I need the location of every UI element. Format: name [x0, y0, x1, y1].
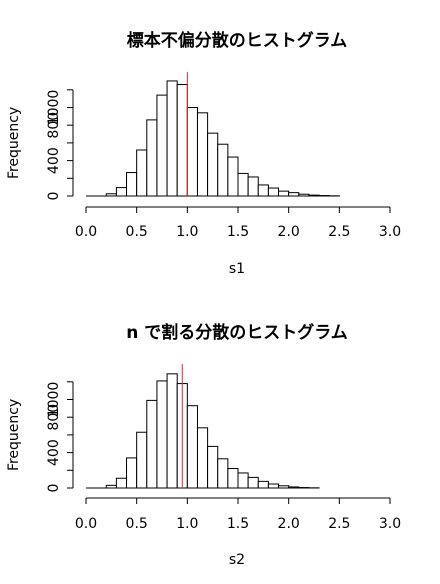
histogram-bar — [217, 458, 229, 489]
histogram-bar — [207, 132, 219, 197]
histogram-bar — [278, 190, 290, 197]
x-tick-label: 2.0 — [278, 516, 300, 532]
x-tick-label: 1.0 — [176, 516, 198, 532]
x-tick-label: 1.0 — [176, 224, 198, 240]
chart-title-text: で割る分散のヒストグラム — [138, 322, 347, 343]
histogram-bar — [186, 405, 198, 489]
histogram-bar — [237, 472, 249, 489]
histogram-bar — [247, 176, 259, 197]
chart-title-variable: n — [126, 323, 138, 343]
chart-title: 標本不偏分散のヒストグラム — [127, 30, 348, 51]
histogram-bar — [146, 399, 158, 489]
y-tick-label: 0 — [46, 484, 62, 493]
x-tick-label: 1.5 — [227, 224, 249, 240]
y-axis-label: Frequency — [6, 107, 22, 179]
histogram-bar — [237, 172, 249, 197]
y-tick-label: 400 — [46, 147, 62, 174]
y-tick-label: 1000 — [46, 382, 62, 418]
y-tick-label: 800 — [46, 404, 62, 431]
histogram-bar — [166, 80, 178, 197]
x-axis: 0.0 0.5 1.0 1.5 2.0 2.5 3.0 — [75, 206, 401, 240]
x-axis-label: s1 — [229, 261, 245, 277]
histogram-bar — [156, 380, 168, 489]
histogram-bar — [288, 192, 300, 197]
histogram-bar — [227, 156, 239, 197]
histogram-bar — [257, 184, 269, 197]
histogram-bar — [176, 83, 188, 197]
histogram-bar — [166, 373, 178, 489]
y-axis-label: Frequency — [6, 399, 22, 471]
x-tick-label: 2.5 — [328, 516, 350, 532]
x-tick-label: 2.5 — [328, 224, 350, 240]
histogram-bar — [156, 94, 168, 197]
histogram-bar — [257, 480, 269, 489]
y-tick-label: 0 — [46, 192, 62, 201]
histogram-bar — [196, 427, 209, 489]
histogram-bar — [126, 172, 138, 197]
x-axis-label: s2 — [229, 552, 245, 568]
histogram-bar — [227, 468, 239, 489]
histogram-bar — [217, 143, 229, 197]
x-tick-label: 0.0 — [75, 516, 97, 532]
x-tick-label: 0.5 — [126, 224, 148, 240]
x-tick-label: 3.0 — [379, 224, 401, 240]
histogram-bar — [186, 107, 198, 197]
histogram-bar — [146, 119, 158, 197]
x-tick-label: 2.0 — [278, 224, 300, 240]
histogram-bar — [267, 483, 280, 489]
histogram-bar — [196, 112, 209, 197]
x-tick-label: 0.5 — [126, 516, 148, 532]
histogram-panel-2: n で割る分散のヒストグラム 0.0 0.5 1.0 1.5 2.0 2.5 3.0 s2 0 40… — [6, 322, 401, 568]
y-tick-label: 1000 — [46, 90, 62, 126]
y-tick-label: 800 — [46, 112, 62, 139]
y-tick-label: 400 — [46, 439, 62, 466]
histogram-bar — [115, 187, 128, 197]
x-axis: 0.0 0.5 1.0 1.5 2.0 2.5 3.0 — [75, 497, 401, 532]
chart-title: n で割る分散のヒストグラム — [126, 322, 348, 343]
x-tick-label: 0.0 — [75, 224, 97, 240]
histogram-bar — [136, 149, 148, 197]
histogram-bars — [86, 80, 340, 197]
histogram-bar — [115, 477, 128, 489]
histogram-panel-1: 標本不偏分散のヒストグラム 0.0 0.5 1.0 1.5 2.0 2.5 3.0 s1 0 400… — [6, 30, 401, 277]
histogram-bar — [247, 476, 259, 489]
histogram-bar — [136, 431, 148, 489]
histogram-bar — [267, 187, 280, 197]
x-tick-label: 1.5 — [227, 516, 249, 532]
histogram-bar — [126, 457, 138, 489]
histogram-bar — [207, 445, 219, 489]
x-tick-label: 3.0 — [379, 516, 401, 532]
